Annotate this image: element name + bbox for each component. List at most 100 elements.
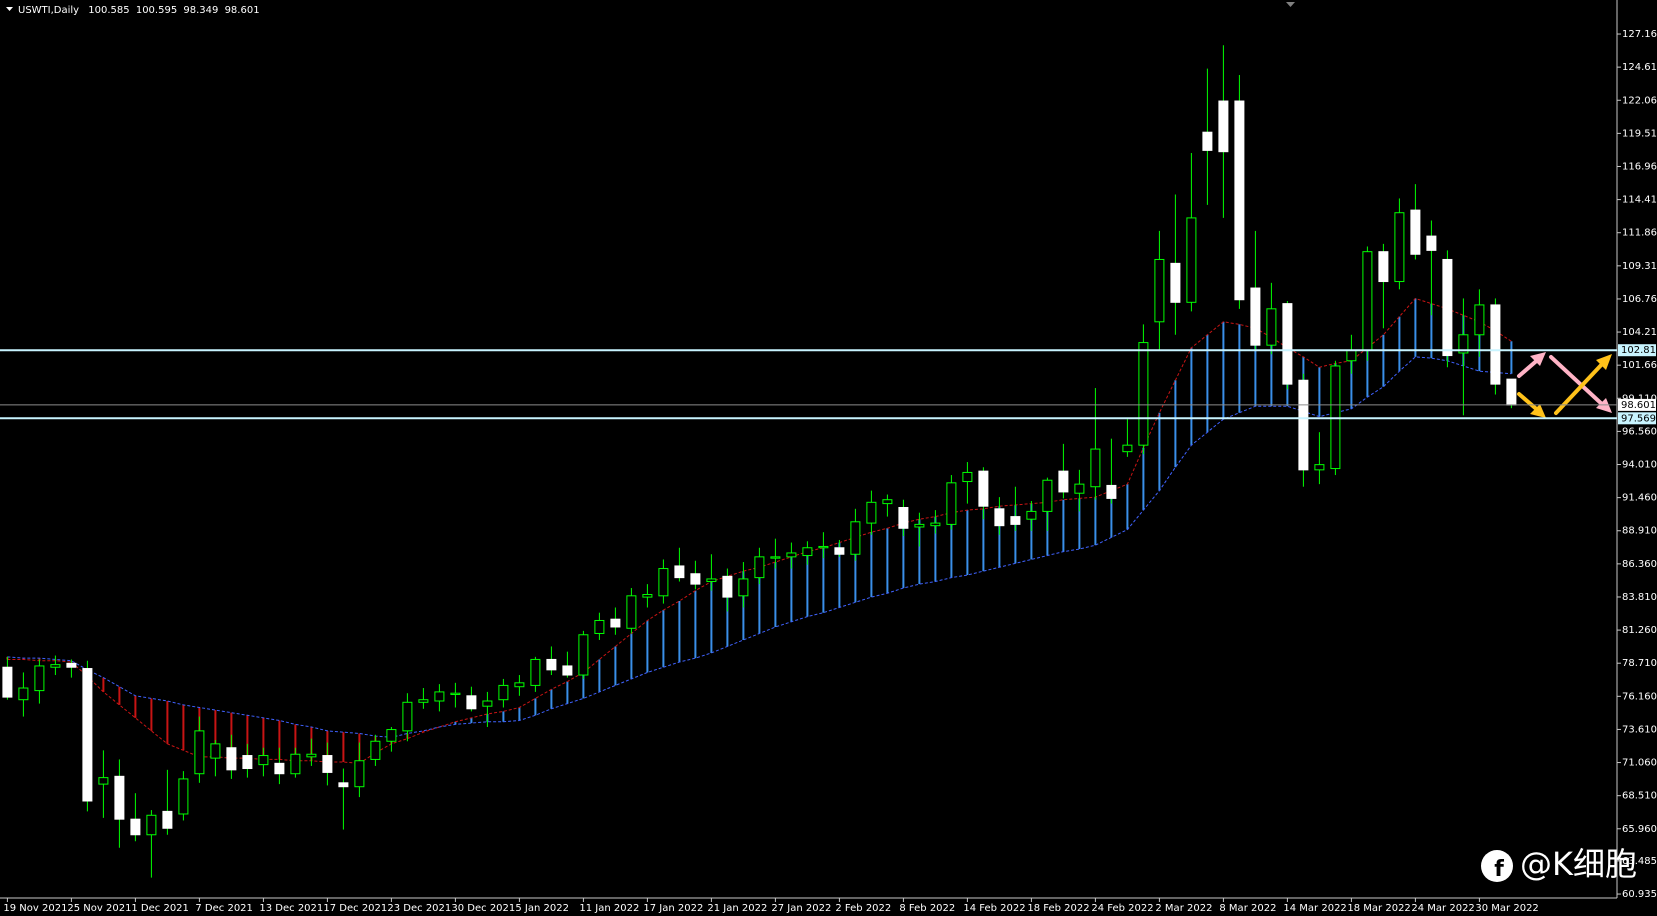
ohlc-close: 98.601 <box>225 5 260 16</box>
y-tick-label: 63.485 <box>1622 856 1657 867</box>
y-tick-label: 88.910 <box>1622 526 1657 537</box>
candle-body <box>1154 258 1165 323</box>
ohlc-open: 100.585 <box>88 5 129 16</box>
x-tick-label: 21 Jan 2022 <box>707 903 767 914</box>
x-tick-label: 24 Mar 2022 <box>1411 903 1474 914</box>
candle-body <box>930 522 941 527</box>
x-tick-label: 8 Feb 2022 <box>899 903 955 914</box>
candle-body <box>802 547 813 557</box>
candle-body <box>578 634 589 676</box>
y-tick-label: 114.410 <box>1622 195 1657 206</box>
plot-area <box>2 45 1517 878</box>
x-tick-label: 18 Mar 2022 <box>1347 903 1410 914</box>
candle-body <box>946 482 957 525</box>
candle-body <box>562 665 573 676</box>
candle-body <box>1074 483 1085 494</box>
candle-body <box>466 695 477 710</box>
candle-body <box>1170 262 1181 303</box>
candle-body <box>530 658 541 686</box>
y-tick-label: 76.160 <box>1622 691 1657 702</box>
candle-body <box>1026 510 1037 520</box>
candle-body <box>626 595 637 629</box>
x-tick-label: 17 Dec 2021 <box>323 903 387 914</box>
candle-body <box>1218 100 1229 153</box>
candle-body <box>722 575 733 598</box>
current-price-label: 98.601 <box>1621 400 1656 411</box>
candle-body <box>642 594 653 598</box>
x-tick-label: 11 Jan 2022 <box>579 903 639 914</box>
candle-body <box>386 729 397 742</box>
arrow-head <box>1530 404 1546 418</box>
candle-body <box>18 687 29 701</box>
candle-body <box>1122 444 1133 453</box>
level-label: 97.569 <box>1621 413 1656 424</box>
x-tick-label: 13 Dec 2021 <box>259 903 323 914</box>
candle-body <box>546 658 557 671</box>
y-tick-label: 83.810 <box>1622 592 1657 603</box>
candle-body <box>978 470 989 507</box>
candle-body <box>706 578 717 583</box>
y-tick-label: 60.935 <box>1622 889 1657 900</box>
x-tick-label: 1 Dec 2021 <box>131 903 189 914</box>
candle-body <box>834 547 845 555</box>
y-tick-label: 122.060 <box>1622 95 1657 106</box>
candle-body <box>338 782 349 788</box>
candle-body <box>1058 470 1069 493</box>
indicator-line <box>7 356 1512 738</box>
candle-body <box>258 755 269 766</box>
candle-body <box>514 682 525 688</box>
candle-body <box>1314 464 1325 471</box>
candle-body <box>1442 258 1453 357</box>
candle-body <box>402 701 413 732</box>
x-tick-label: 14 Feb 2022 <box>963 903 1025 914</box>
y-tick-label: 96.560 <box>1622 426 1657 437</box>
candle-body <box>146 814 157 836</box>
x-tick-label: 30 Dec 2021 <box>451 903 515 914</box>
candle-body <box>1490 304 1501 385</box>
candle-body <box>994 508 1005 527</box>
candle-body <box>194 730 205 775</box>
ohlc-high: 100.595 <box>136 5 177 16</box>
candle-body <box>674 565 685 579</box>
x-tick-label: 23 Dec 2021 <box>387 903 451 914</box>
candle-body <box>882 499 893 505</box>
candle-body <box>610 618 621 628</box>
candle-body <box>290 753 301 775</box>
y-tick-label: 65.960 <box>1622 824 1657 835</box>
candle-body <box>66 662 77 668</box>
candle-body <box>818 545 829 549</box>
candle-body <box>1202 131 1213 151</box>
candle-body <box>2 666 13 698</box>
candle-body <box>1234 100 1245 301</box>
candle-body <box>898 507 909 529</box>
candle-body <box>178 778 189 815</box>
candle-body <box>498 684 509 701</box>
y-tick-label: 104.210 <box>1622 327 1657 338</box>
candle-body <box>354 760 365 788</box>
x-tick-label: 30 Mar 2022 <box>1475 903 1538 914</box>
symbol-menu-icon[interactable] <box>6 7 13 11</box>
candle-body <box>786 552 797 558</box>
x-tick-label: 17 Jan 2022 <box>643 903 703 914</box>
level-label-box <box>1618 344 1656 357</box>
candle-body <box>242 755 253 770</box>
y-tick-label: 86.360 <box>1622 559 1657 570</box>
candle-body <box>866 501 877 524</box>
level-label-box <box>1618 412 1656 425</box>
arrow-head <box>1596 398 1612 413</box>
x-tick-label: 8 Mar 2022 <box>1219 903 1276 914</box>
y-tick-label: 101.660 <box>1622 360 1657 371</box>
candle-body <box>594 619 605 634</box>
x-tick-label: 14 Mar 2022 <box>1283 903 1346 914</box>
candle-body <box>210 743 221 759</box>
candle-body <box>962 471 973 483</box>
x-tick-label: 18 Feb 2022 <box>1027 903 1089 914</box>
candle-body <box>1250 287 1261 346</box>
y-tick-label: 119.510 <box>1622 128 1657 139</box>
arrow-head <box>1530 352 1546 366</box>
candle-body <box>226 747 237 771</box>
candle-body <box>98 777 109 785</box>
